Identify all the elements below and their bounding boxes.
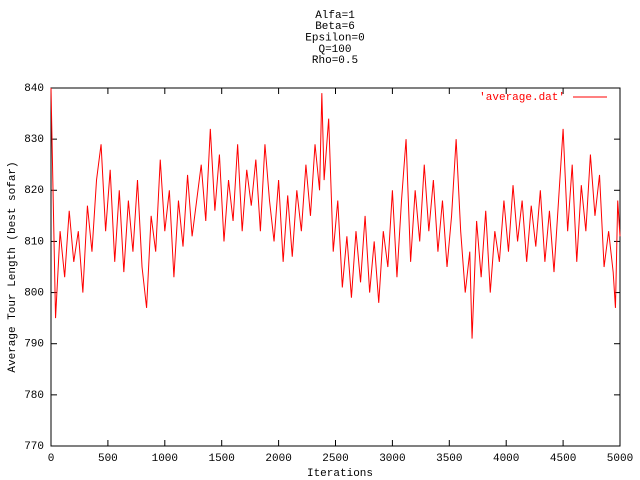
x-tick-label: 4500 xyxy=(550,453,576,465)
x-tick-label: 4000 xyxy=(493,453,519,465)
title-line: Rho=0.5 xyxy=(312,55,358,67)
x-tick-label: 0 xyxy=(48,453,55,465)
x-tick-label: 2500 xyxy=(322,453,348,465)
y-tick-label: 800 xyxy=(24,287,44,299)
plot-border xyxy=(50,87,621,447)
y-tick-label: 840 xyxy=(24,83,44,95)
title-line: Q=100 xyxy=(318,44,351,56)
x-tick-label: 1500 xyxy=(208,453,234,465)
y-tick-label: 780 xyxy=(24,390,44,402)
x-tick-label: 2000 xyxy=(265,453,291,465)
title-line: Alfa=1 xyxy=(315,10,355,22)
title-line: Epsilon=0 xyxy=(305,33,364,45)
y-tick-label: 830 xyxy=(24,134,44,146)
y-tick-label: 810 xyxy=(24,236,44,248)
y-tick-label: 820 xyxy=(24,185,44,197)
x-tick-label: 1000 xyxy=(152,453,178,465)
x-tick-label: 3000 xyxy=(379,453,405,465)
x-axis-label: Iterations xyxy=(307,468,373,480)
x-tick-label: 500 xyxy=(98,453,118,465)
data-line xyxy=(50,87,621,339)
title-line: Beta=6 xyxy=(315,21,355,33)
y-tick-label: 770 xyxy=(24,441,44,453)
y-tick-label: 790 xyxy=(24,339,44,351)
y-axis-label: Average Tour Length (best sofar) xyxy=(7,161,19,372)
x-tick-label: 3500 xyxy=(436,453,462,465)
legend-label: 'average.dat' xyxy=(479,92,565,104)
x-tick-label: 5000 xyxy=(607,453,633,465)
